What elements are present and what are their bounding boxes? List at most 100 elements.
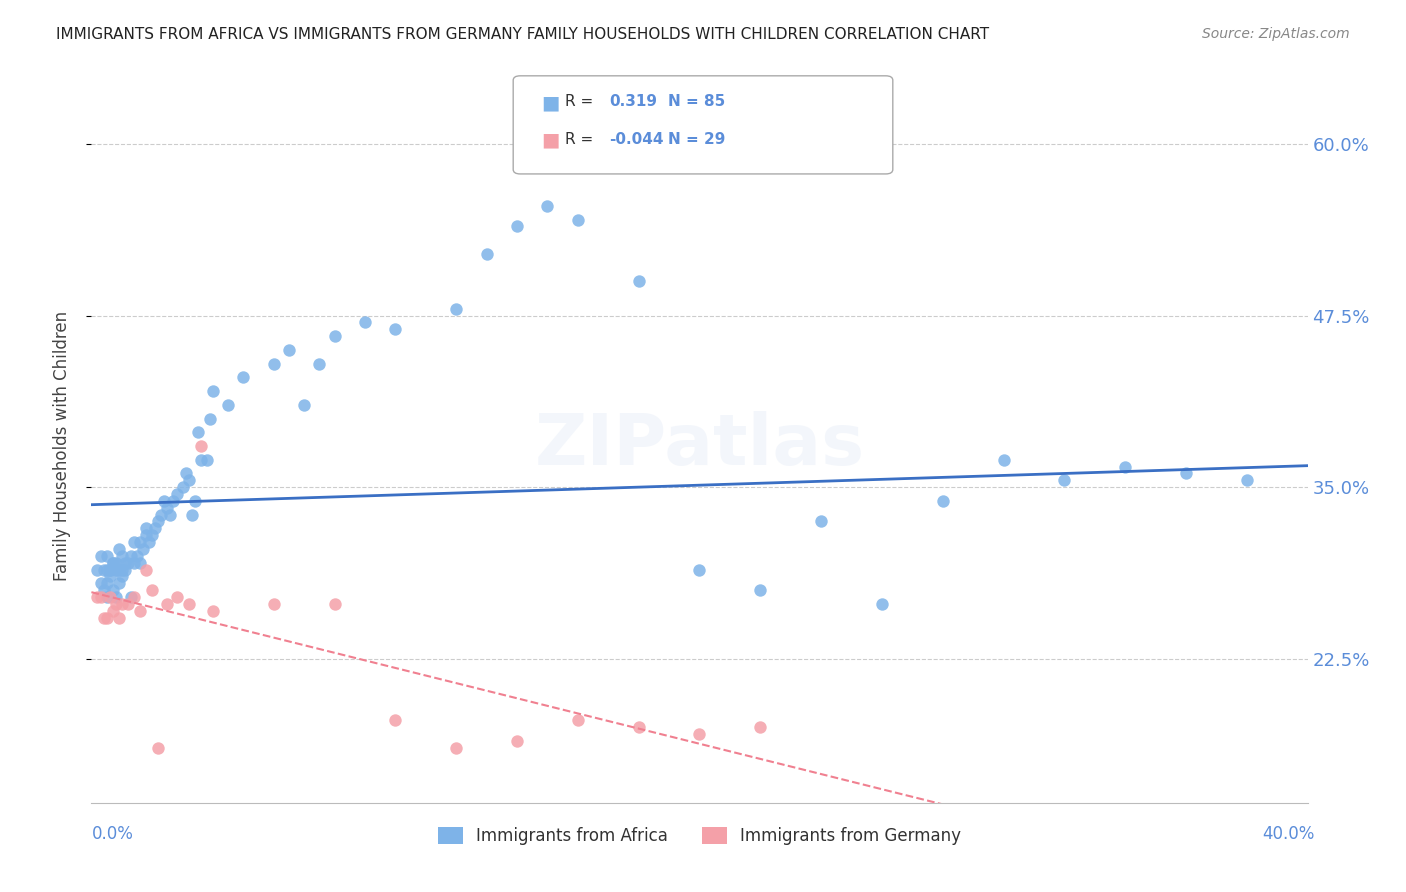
- Point: [111, 569, 134, 583]
- Point: [688, 727, 710, 741]
- Text: 0.319: 0.319: [609, 95, 657, 109]
- Point: [323, 329, 346, 343]
- Point: [96, 590, 118, 604]
- Point: [98, 590, 121, 604]
- Text: ■: ■: [541, 130, 560, 150]
- Point: [232, 370, 254, 384]
- Point: [444, 301, 467, 316]
- Text: R =: R =: [565, 95, 593, 109]
- Point: [117, 556, 139, 570]
- Y-axis label: Family Households with Children: Family Households with Children: [52, 311, 70, 581]
- Point: [86, 590, 108, 604]
- Point: [96, 610, 118, 624]
- Point: [111, 549, 134, 563]
- Point: [810, 515, 832, 529]
- Point: [384, 714, 406, 728]
- Point: [190, 439, 212, 453]
- Point: [931, 494, 953, 508]
- Point: [125, 549, 148, 563]
- Point: [153, 494, 176, 508]
- Point: [506, 219, 529, 234]
- Point: [202, 604, 225, 618]
- Point: [384, 322, 406, 336]
- Point: [107, 541, 129, 556]
- Point: [132, 541, 155, 556]
- Point: [107, 576, 129, 591]
- Point: [187, 425, 209, 440]
- Point: [627, 720, 650, 734]
- Point: [120, 549, 142, 563]
- Text: N = 85: N = 85: [668, 95, 725, 109]
- Point: [101, 583, 124, 598]
- Point: [627, 274, 650, 288]
- Point: [184, 494, 207, 508]
- Point: [89, 590, 111, 604]
- Point: [120, 590, 142, 604]
- Point: [172, 480, 194, 494]
- Point: [177, 597, 200, 611]
- Point: [278, 343, 301, 357]
- Point: [107, 610, 129, 624]
- Point: [323, 597, 346, 611]
- Point: [162, 494, 184, 508]
- Point: [148, 515, 170, 529]
- Point: [93, 610, 115, 624]
- Text: ■: ■: [541, 93, 560, 112]
- Point: [143, 521, 166, 535]
- Point: [135, 521, 157, 535]
- Point: [749, 720, 772, 734]
- Point: [198, 411, 221, 425]
- Point: [129, 604, 152, 618]
- Point: [202, 384, 225, 398]
- Point: [89, 576, 111, 591]
- Point: [104, 556, 127, 570]
- Point: [114, 562, 136, 576]
- Point: [159, 508, 181, 522]
- Text: -0.044: -0.044: [609, 132, 664, 146]
- Text: R =: R =: [565, 132, 593, 146]
- Point: [104, 597, 127, 611]
- Point: [308, 357, 330, 371]
- Point: [129, 535, 152, 549]
- Point: [104, 562, 127, 576]
- Point: [101, 556, 124, 570]
- Point: [129, 556, 152, 570]
- Point: [96, 549, 118, 563]
- Point: [135, 562, 157, 576]
- Point: [217, 398, 239, 412]
- Point: [104, 590, 127, 604]
- Point: [536, 199, 558, 213]
- Text: IMMIGRANTS FROM AFRICA VS IMMIGRANTS FROM GERMANY FAMILY HOUSEHOLDS WITH CHILDRE: IMMIGRANTS FROM AFRICA VS IMMIGRANTS FRO…: [56, 27, 990, 42]
- Point: [177, 473, 200, 487]
- Point: [993, 452, 1015, 467]
- Point: [141, 583, 163, 598]
- Point: [98, 562, 121, 576]
- Point: [86, 562, 108, 576]
- Point: [101, 604, 124, 618]
- Point: [354, 316, 377, 330]
- Point: [141, 528, 163, 542]
- Point: [190, 452, 212, 467]
- Point: [567, 714, 589, 728]
- Point: [292, 398, 315, 412]
- Point: [688, 562, 710, 576]
- Point: [117, 597, 139, 611]
- Point: [174, 467, 197, 481]
- Point: [1114, 459, 1136, 474]
- Legend: Immigrants from Africa, Immigrants from Germany: Immigrants from Africa, Immigrants from …: [432, 820, 967, 852]
- Point: [138, 535, 160, 549]
- Point: [114, 556, 136, 570]
- Point: [166, 590, 188, 604]
- Text: Source: ZipAtlas.com: Source: ZipAtlas.com: [1202, 27, 1350, 41]
- Point: [1053, 473, 1076, 487]
- Point: [870, 597, 893, 611]
- Point: [156, 597, 179, 611]
- Point: [111, 597, 134, 611]
- Point: [101, 556, 124, 570]
- Point: [122, 556, 145, 570]
- Point: [96, 562, 118, 576]
- Point: [166, 487, 188, 501]
- Point: [89, 549, 111, 563]
- Point: [263, 357, 285, 371]
- Point: [98, 562, 121, 576]
